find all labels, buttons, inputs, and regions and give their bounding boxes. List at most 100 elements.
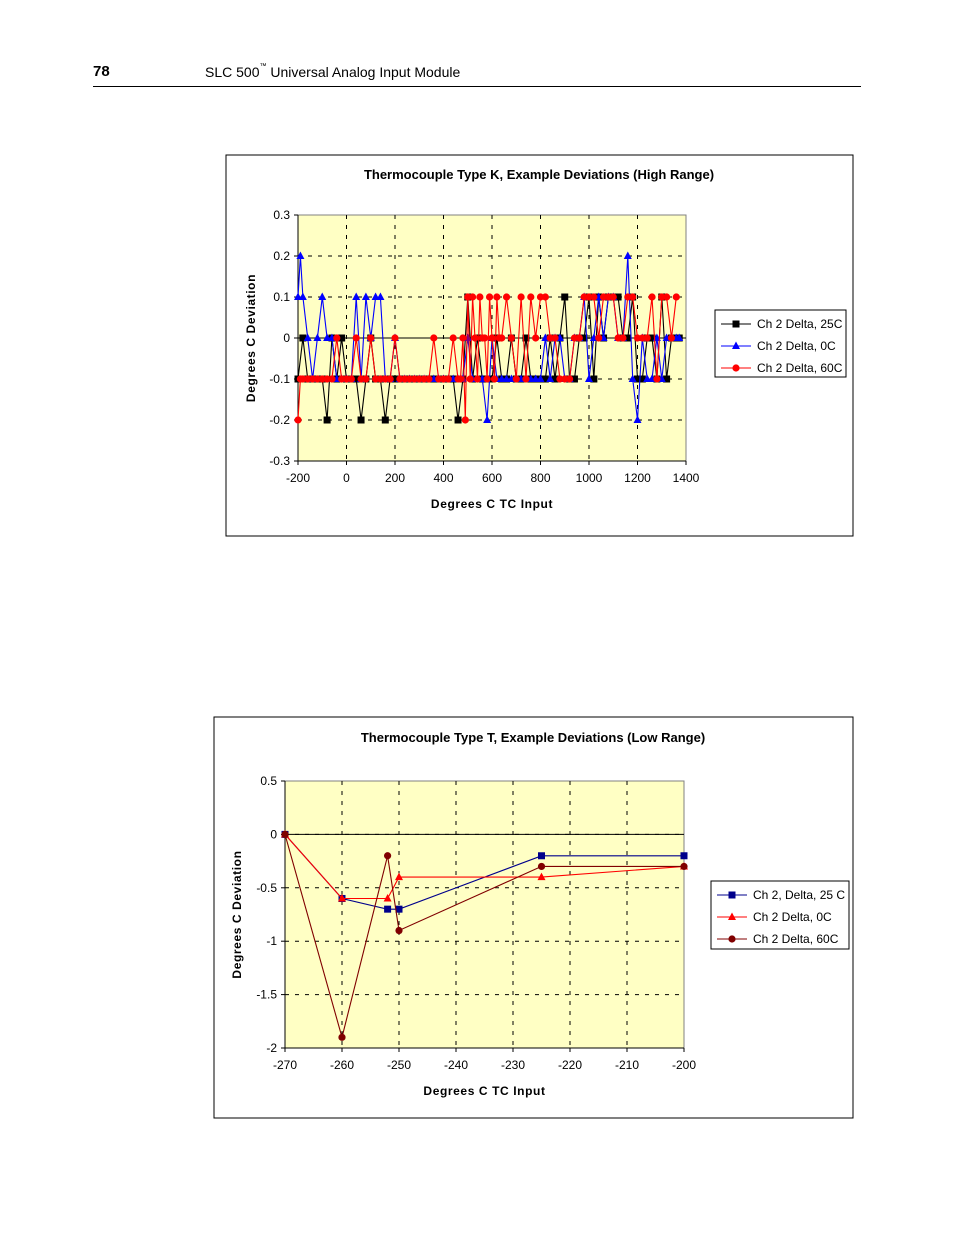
k-y-tick-label: 0: [283, 331, 290, 345]
k-data-point: [296, 251, 305, 259]
k-legend-label: Ch 2 Delta, 25C: [757, 317, 843, 331]
k-data-point: [454, 416, 462, 424]
k-y-tick-labels: -0.3 -0.2 -0.1 0 0.1 0.2 0.3: [269, 208, 290, 468]
k-x-tick-label: 1000: [576, 471, 603, 485]
k-data-point: [667, 334, 676, 342]
k-data-point: [561, 293, 569, 301]
k-data-point: [522, 334, 530, 342]
k-data-point: [566, 375, 574, 383]
k-x-tick-label: 400: [433, 471, 453, 485]
k-data-point: [313, 333, 322, 341]
k-y-axis-label: Degrees C Deviation: [244, 274, 258, 402]
k-y-tick-label: 0.1: [273, 290, 290, 304]
k-data-point: [425, 375, 433, 383]
k-x-tick-labels: -200 0 200 400 600 800 1000 1200 1400: [286, 471, 700, 485]
k-data-point: [512, 375, 520, 383]
k-data-point: [663, 293, 671, 301]
k-data-point: [352, 375, 360, 383]
k-data-point: [551, 375, 559, 383]
k-data-point: [498, 334, 506, 342]
k-data-point: [493, 293, 501, 301]
k-data-point: [469, 293, 477, 301]
k-data-point: [347, 375, 355, 383]
k-data-point: [629, 293, 637, 301]
k-legend-marker: [732, 320, 740, 328]
k-x-tick-label: 1200: [624, 471, 651, 485]
k-data-point: [624, 334, 632, 342]
k-x-tick-label: 800: [530, 471, 550, 485]
k-data-point: [527, 293, 535, 301]
k-data-point: [675, 333, 684, 341]
k-data-point: [623, 251, 632, 259]
k-x-axis-label: Degrees C TC Input: [431, 497, 553, 511]
k-data-point: [485, 293, 494, 301]
k-data-point: [456, 375, 465, 383]
k-data-point: [299, 334, 307, 342]
k-data-point: [648, 293, 656, 301]
running-header-rest: Universal Analog Input Module: [266, 64, 461, 80]
k-data-point: [507, 334, 515, 342]
k-data-point: [546, 374, 555, 382]
k-data-point: [619, 334, 627, 342]
k-data-point: [575, 334, 583, 342]
k-data-point: [449, 334, 457, 342]
k-data-point: [333, 334, 341, 342]
k-legend: Ch 2 Delta, 25C Ch 2 Delta, 0C Ch 2 Delta,…: [714, 309, 847, 378]
k-x-tick-label: 600: [482, 471, 502, 485]
k-data-point: [362, 375, 370, 383]
k-data-point: [483, 415, 492, 423]
k-data-point: [517, 293, 525, 301]
k-data-point: [476, 293, 484, 301]
k-data-point: [490, 375, 499, 383]
k-data-point: [643, 334, 651, 342]
page-number: 78: [93, 63, 110, 80]
k-data-point: [323, 416, 331, 424]
trademark-mark: ™: [259, 63, 267, 70]
k-legend-label: Ch 2 Delta, 60C: [757, 361, 843, 375]
k-data-point: [628, 374, 637, 382]
k-data-point: [430, 334, 438, 342]
k-data-point: [648, 334, 656, 342]
k-legend-marker: [732, 341, 740, 349]
k-series-3: [294, 293, 680, 424]
k-data-point: [551, 334, 559, 342]
k-x-tick-label: 200: [385, 471, 405, 485]
k-data-point: [638, 375, 646, 383]
k-data-point: [352, 292, 361, 300]
k-data-point: [367, 334, 375, 342]
k-data-point: [541, 293, 549, 301]
k-data-point: [391, 375, 399, 383]
k-data-point: [614, 293, 622, 301]
k-data-point: [318, 292, 327, 300]
k-data-point: [580, 334, 588, 342]
k-data-point: [352, 334, 360, 342]
k-data-point: [590, 375, 598, 383]
k-data-point: [386, 375, 394, 383]
k-data-point: [609, 293, 617, 301]
k-data-point: [481, 334, 489, 342]
k-data-point: [502, 293, 511, 301]
k-data-point: [381, 416, 389, 424]
k-y-tick-label: 0.2: [273, 249, 290, 263]
k-data-point: [663, 375, 671, 383]
k-data-point: [303, 333, 312, 341]
k-data-point: [328, 375, 336, 383]
k-data-point: [461, 416, 469, 424]
k-x-tick-label: 0: [343, 471, 350, 485]
k-data-point: [541, 375, 549, 383]
k-data-point: [357, 416, 365, 424]
k-data-point: [294, 416, 302, 424]
k-y-tick-label: -0.2: [269, 413, 290, 427]
k-data-point: [471, 334, 479, 342]
k-data-point: [595, 334, 603, 342]
k-x-tick-label: 1400: [673, 471, 700, 485]
k-data-point: [338, 334, 346, 342]
k-data-point: [444, 375, 452, 383]
k-data-point: [585, 374, 593, 382]
k-y-tick-label: -0.1: [269, 372, 290, 386]
k-data-point: [653, 375, 661, 383]
k-data-point: [590, 293, 598, 301]
k-data-point: [376, 292, 385, 300]
k-data-point: [532, 334, 540, 342]
